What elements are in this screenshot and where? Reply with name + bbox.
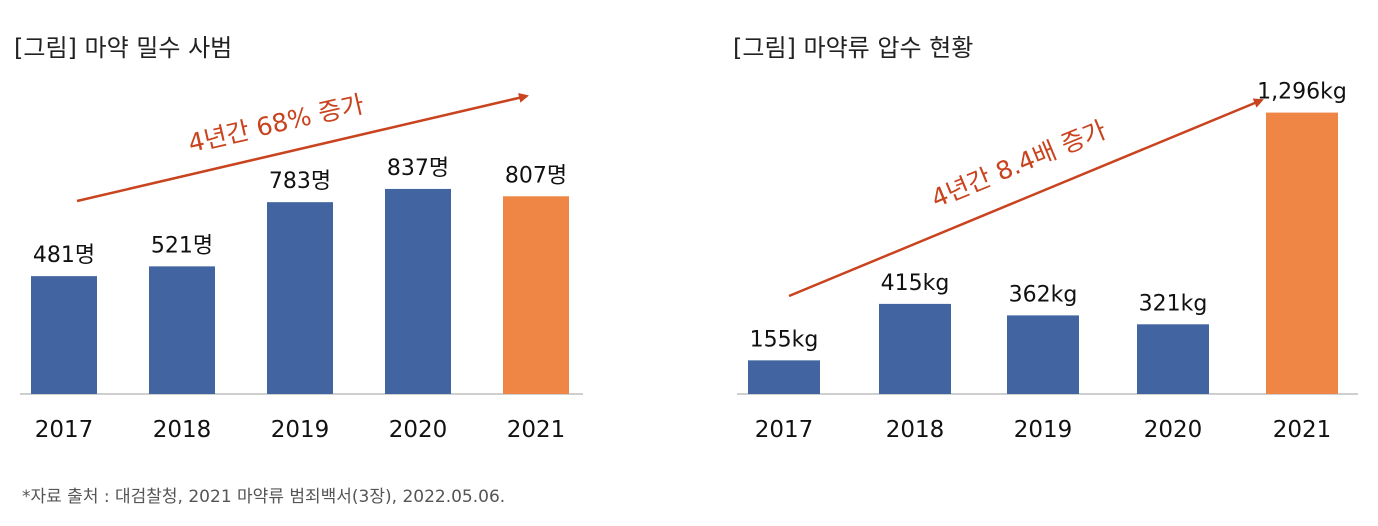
bar-2021 xyxy=(503,196,569,394)
x-tick-label: 2020 xyxy=(1144,417,1203,443)
data-label: 155kg xyxy=(750,327,819,352)
bar-2019 xyxy=(1007,315,1079,394)
x-tick-label: 2019 xyxy=(271,417,330,443)
x-tick-label: 2019 xyxy=(1014,417,1073,443)
bar-2020 xyxy=(385,188,451,394)
x-tick-label: 2017 xyxy=(755,417,814,443)
x-tick-label: 2021 xyxy=(1273,417,1332,443)
bar-2017 xyxy=(31,276,97,394)
data-label: 783명 xyxy=(269,169,331,194)
x-tick-label: 2021 xyxy=(507,417,566,443)
x-tick-label: 2018 xyxy=(886,417,945,443)
data-label: 1,296kg xyxy=(1257,80,1347,105)
bar-2018 xyxy=(149,266,215,394)
bar-2021 xyxy=(1266,112,1338,394)
chart-1-title: [그림] 마약 밀수 사범 xyxy=(14,34,233,62)
x-tick-label: 2018 xyxy=(153,417,212,443)
trend-arrow xyxy=(76,92,529,203)
data-label: 415kg xyxy=(881,271,950,296)
data-label: 362kg xyxy=(1009,282,1078,307)
trend-annotation: 4년간 68% 증가 xyxy=(185,89,366,158)
data-label: 481명 xyxy=(33,243,95,268)
data-label: 807명 xyxy=(505,163,567,188)
bar-2019 xyxy=(267,202,333,394)
data-label: 837명 xyxy=(387,156,449,181)
x-tick-label: 2017 xyxy=(35,417,94,443)
source-note: *자료 출처 : 대검찰청, 2021 마약류 범죄백서(3장), 2022.0… xyxy=(22,487,506,507)
bar-2018 xyxy=(879,303,951,394)
bar-2020 xyxy=(1137,324,1209,394)
bar-2017 xyxy=(748,360,820,394)
trend-annotation: 4년간 8.4배 증가 xyxy=(927,115,1110,213)
trend-arrow xyxy=(788,98,1264,298)
data-label: 321kg xyxy=(1139,291,1208,316)
chart-2-title: [그림] 마약류 압수 현황 xyxy=(733,34,974,62)
data-label: 521명 xyxy=(151,233,213,258)
x-tick-label: 2020 xyxy=(389,417,448,443)
